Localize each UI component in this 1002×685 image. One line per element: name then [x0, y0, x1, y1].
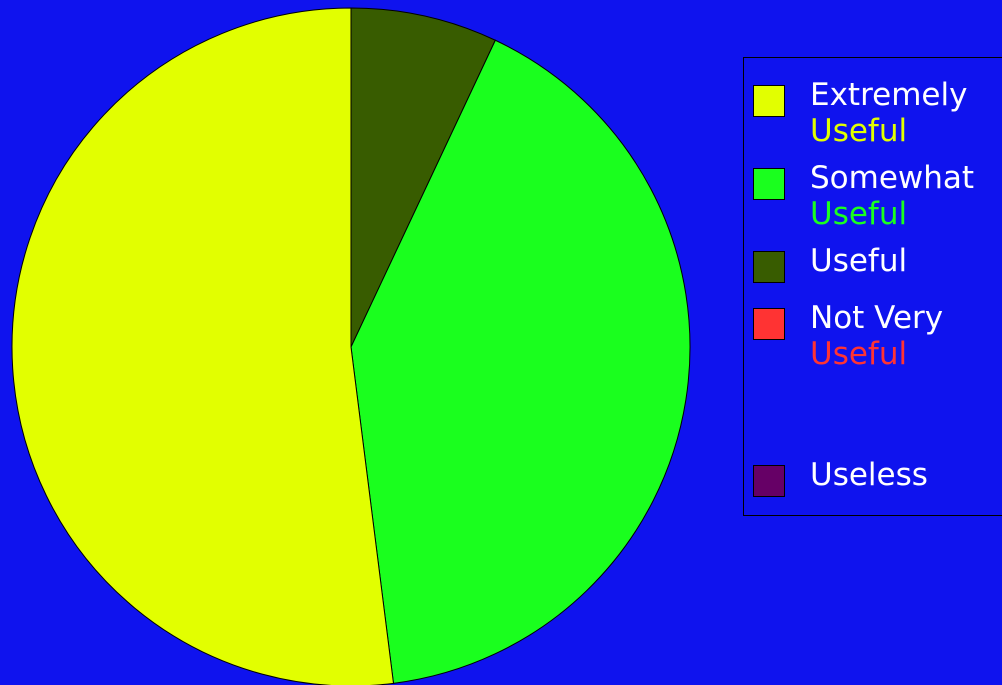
legend-label-useless-line1: Useless: [810, 457, 928, 493]
legend-label-not-very-useful-line2: Useful: [810, 336, 908, 372]
pie-slice-somewhat-useful: [350, 39, 691, 684]
legend-label-extremely-useful-line1: Extremely: [810, 77, 968, 113]
legend-label-useful-line1: Useful: [810, 243, 908, 279]
legend-label-not-very-useful-line1: Not Very: [810, 300, 944, 336]
legend-swatch-useless: [753, 465, 785, 497]
legend-swatch-useful: [753, 251, 785, 283]
legend-label-extremely-useful-line2: Useful: [810, 113, 908, 149]
legend-swatch-somewhat-useful: [753, 168, 785, 200]
legend: Extremely Useful Somewhat Useful Useful …: [743, 57, 1002, 516]
legend-label-somewhat-useful-line2: Useful: [810, 196, 908, 232]
pie-slice-extremely-useful: [11, 7, 395, 685]
legend-swatch-not-very-useful: [753, 308, 785, 340]
legend-label-somewhat-useful-line1: Somewhat: [810, 160, 975, 196]
pie-slice-useful: [350, 7, 497, 348]
legend-swatch-extremely-useful: [753, 85, 785, 117]
